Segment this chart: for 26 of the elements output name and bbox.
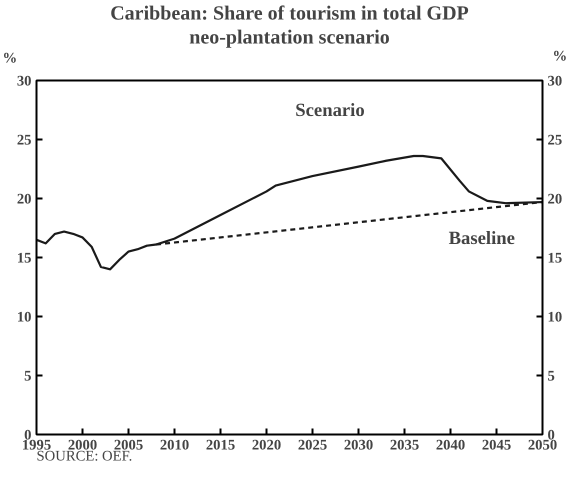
x-tick-label: 2010 xyxy=(160,438,190,454)
x-tick-label: 2035 xyxy=(390,438,420,454)
y-tick-label: 25 xyxy=(16,132,32,148)
y2-tick-label: 10 xyxy=(548,310,562,326)
x-tick-label: 2040 xyxy=(436,438,466,454)
x-tick-label: 2030 xyxy=(344,438,374,454)
x-tick-label: 2020 xyxy=(252,438,282,454)
y2-axis-title: % xyxy=(552,48,568,64)
y-axis-title: % xyxy=(2,50,18,66)
x-tick-label: 2045 xyxy=(482,438,512,454)
y2-tick-label: 5 xyxy=(548,368,555,384)
y-tick-label: 20 xyxy=(16,192,32,208)
x-tick-label: 2015 xyxy=(206,438,236,454)
x-tick-label: 2025 xyxy=(298,438,328,454)
y-tick-label: 10 xyxy=(16,310,32,326)
chart-title: Caribbean: Share of tourism in total GDP xyxy=(110,2,469,24)
y-tick-label: 15 xyxy=(16,250,32,266)
text: Scenario xyxy=(295,100,365,121)
chart-subtitle: neo-plantation scenario xyxy=(189,26,390,48)
y2-tick-label: 25 xyxy=(548,132,562,148)
y2-tick-label: 20 xyxy=(548,192,562,208)
series-label: Baseline xyxy=(448,228,515,250)
y2-tick-label: 30 xyxy=(548,74,562,90)
y-tick-label: 30 xyxy=(16,74,32,90)
y2-tick-label: 15 xyxy=(548,250,562,266)
y-tick-label: 5 xyxy=(24,368,32,384)
